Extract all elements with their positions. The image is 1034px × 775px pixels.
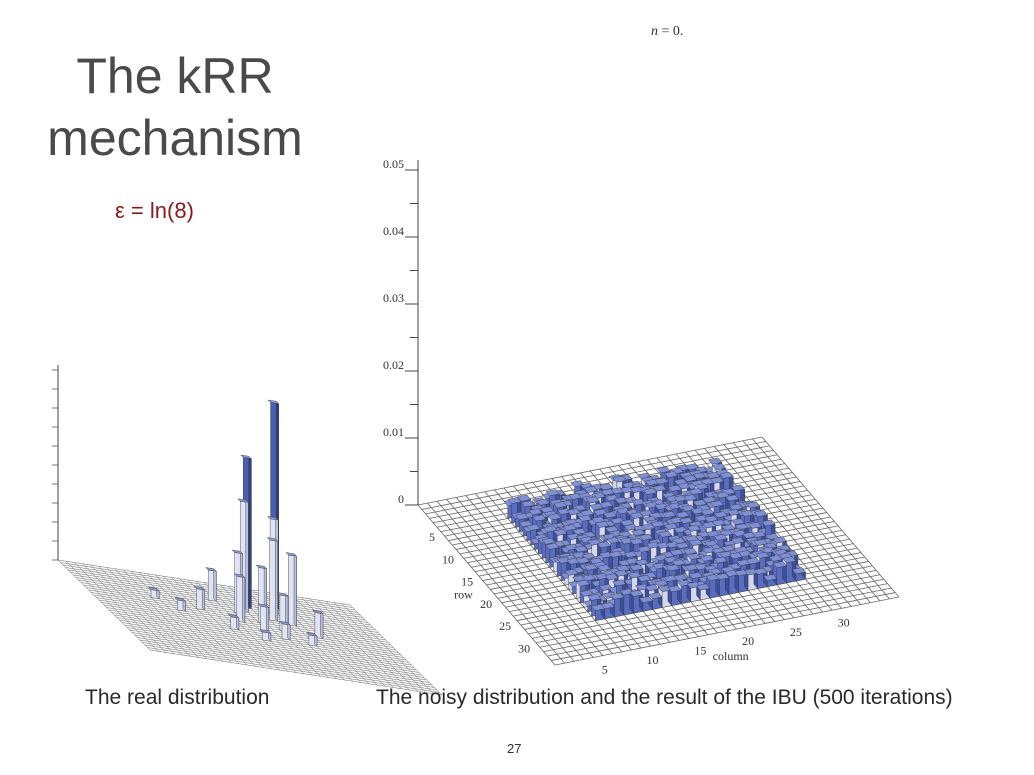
bar: [311, 609, 324, 640]
column-tick-label: 15: [694, 644, 706, 658]
left-chart-bars: [147, 399, 324, 647]
row-tick-label: 25: [499, 619, 511, 633]
epsilon-label: ε = ln(8): [115, 198, 194, 224]
z-tick-label: 0.05: [383, 157, 404, 171]
column-axis-label: column: [713, 649, 749, 663]
slide-title: The kRR mechanism: [30, 45, 320, 169]
bar: [285, 552, 298, 627]
bar: [705, 573, 720, 599]
grid-line: [713, 446, 852, 607]
grid-line: [543, 583, 888, 653]
row-tick-label: 20: [480, 597, 492, 611]
grid-line: [142, 642, 435, 688]
grid-line: [723, 444, 862, 605]
bar: [266, 537, 279, 622]
z-tick-label: 0.03: [383, 291, 404, 305]
grid-line: [137, 637, 430, 683]
grid-line: [147, 647, 440, 693]
grid-line: [139, 639, 432, 686]
bar: [227, 613, 240, 631]
grid-line: [539, 578, 884, 648]
grid-line: [349, 604, 443, 696]
grid-line: [742, 440, 881, 602]
bar: [278, 620, 291, 641]
bar: [147, 586, 160, 600]
bar: [715, 572, 730, 597]
grid-line: [761, 436, 900, 598]
bar: [648, 592, 663, 610]
iteration-value: = 0.: [658, 24, 684, 39]
iteration-label: n = 0.: [651, 24, 683, 40]
bar: [600, 601, 615, 620]
left-chart-axis: [52, 365, 59, 561]
grid-line: [309, 598, 402, 689]
bar: [233, 573, 246, 623]
grid-line: [752, 438, 890, 600]
bar: [193, 585, 206, 611]
row-tick-label: 10: [442, 552, 454, 566]
bar: [610, 592, 625, 618]
column-tick-label: 10: [647, 653, 659, 667]
bar: [237, 498, 249, 613]
iteration-var: n: [651, 24, 658, 39]
caption-real-distribution: The real distribution: [85, 686, 270, 709]
bar: [619, 588, 634, 616]
column-tick-label: 25: [790, 625, 802, 639]
grid-line: [317, 599, 410, 691]
row-axis-label: row: [454, 587, 473, 601]
bar: [734, 569, 749, 593]
z-tick-label: 0: [398, 492, 404, 506]
grid-line: [554, 596, 900, 666]
title-line-2: mechanism: [47, 110, 303, 166]
row-tick-label: 5: [429, 530, 435, 544]
bar: [782, 556, 797, 584]
row-tick-label: 30: [518, 641, 530, 655]
epsilon-value: = ln(8): [124, 198, 194, 223]
bar: [791, 567, 806, 582]
z-tick-label: 0.02: [383, 358, 404, 372]
grid-line: [149, 649, 443, 696]
column-tick-label: 20: [742, 634, 754, 648]
grid-line: [547, 587, 892, 657]
column-tick-label: 30: [838, 615, 850, 629]
bar: [638, 595, 653, 612]
bar: [305, 632, 318, 647]
right-chart-labels: 0 0.01 0.02 0.03 0.04 0.05 5 10 15 20 25 30 row 5 10 15…: [383, 157, 850, 677]
grid-line: [733, 442, 871, 603]
grid-line: [325, 601, 418, 692]
grid-line: [535, 574, 881, 644]
caption-noisy-distribution: The noisy distribution and the result of…: [376, 686, 953, 709]
column-tick-label: 5: [602, 663, 608, 677]
grid-line: [144, 644, 437, 691]
z-tick-label: 0.01: [383, 425, 404, 439]
bar: [205, 567, 217, 602]
right-chart-axis: [405, 160, 419, 506]
bar: [724, 569, 739, 595]
page-number: 27: [507, 741, 522, 756]
grid-line: [341, 603, 435, 694]
bar: [174, 597, 187, 612]
grid-line: [333, 602, 426, 693]
grid-line: [551, 592, 896, 661]
bar: [259, 629, 272, 642]
z-tick-label: 0.04: [383, 224, 404, 238]
row-tick-label: 15: [461, 575, 473, 589]
title-line-1: The kRR: [76, 48, 274, 104]
epsilon-symbol: ε: [115, 198, 125, 223]
right-chart-bars: [503, 457, 806, 621]
bar: [772, 560, 787, 586]
